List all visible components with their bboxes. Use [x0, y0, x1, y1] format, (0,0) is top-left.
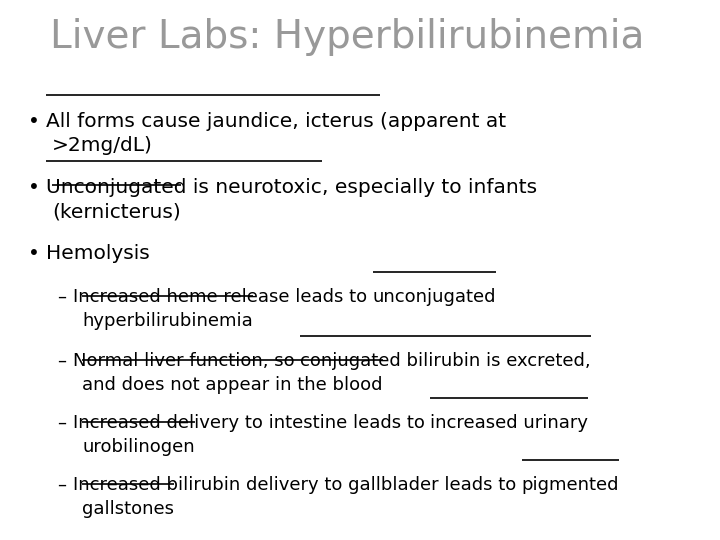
Text: –: –: [58, 414, 73, 432]
Text: Increased heme release leads to: Increased heme release leads to: [73, 288, 373, 306]
Text: –: –: [58, 288, 73, 306]
Text: conjugated bilirubin is excreted,: conjugated bilirubin is excreted,: [300, 352, 590, 370]
Text: urobilinogen: urobilinogen: [82, 438, 194, 456]
Text: unconjugated: unconjugated: [373, 288, 496, 306]
Text: Increased bilirubin delivery to gallblader leads to: Increased bilirubin delivery to gallblad…: [73, 476, 522, 494]
Text: and does not appear in the blood: and does not appear in the blood: [82, 376, 382, 394]
Text: , especially to infants: , especially to infants: [322, 178, 537, 197]
Text: (apparent at: (apparent at: [380, 112, 506, 131]
Text: hyperbilirubinemia: hyperbilirubinemia: [82, 312, 253, 330]
Text: •: •: [28, 112, 46, 131]
Text: –: –: [58, 476, 73, 494]
Text: Normal liver function, so: Normal liver function, so: [73, 352, 300, 370]
Text: >2mg/dL): >2mg/dL): [52, 136, 153, 155]
Text: –: –: [58, 352, 73, 370]
Text: gallstones: gallstones: [82, 500, 174, 518]
Text: •: •: [28, 178, 46, 197]
Text: Liver Labs: Hyperbilirubinemia: Liver Labs: Hyperbilirubinemia: [50, 18, 644, 56]
Text: •: •: [28, 244, 46, 263]
Text: Hemolysis: Hemolysis: [46, 244, 150, 263]
Text: (kernicterus): (kernicterus): [52, 202, 181, 221]
Text: increased urinary: increased urinary: [431, 414, 588, 432]
Text: Increased delivery to intestine leads to: Increased delivery to intestine leads to: [73, 414, 431, 432]
Text: pigmented: pigmented: [522, 476, 619, 494]
Text: Unconjugated is neurotoxic: Unconjugated is neurotoxic: [46, 178, 322, 197]
Text: All forms cause jaundice, icterus: All forms cause jaundice, icterus: [46, 112, 380, 131]
